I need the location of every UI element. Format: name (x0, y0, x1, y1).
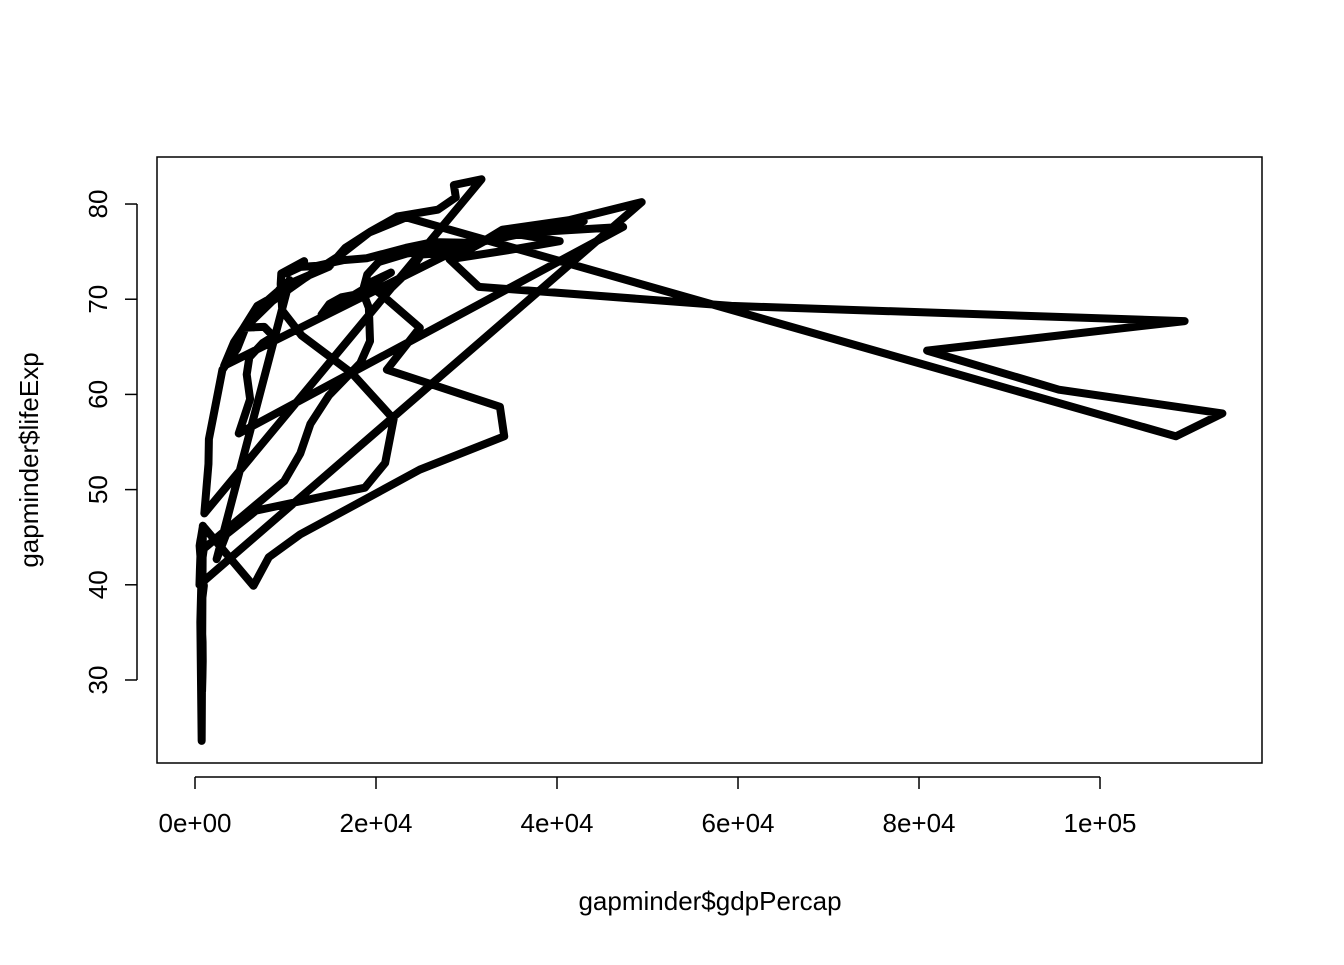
y-tick-label: 40 (83, 570, 113, 599)
x-tick-label: 0e+00 (158, 808, 231, 838)
x-tick-label: 2e+04 (339, 808, 412, 838)
x-tick-label: 6e+04 (701, 808, 774, 838)
plot-frame (156, 156, 1263, 764)
y-tick-label: 30 (83, 666, 113, 695)
x-tick-label: 8e+04 (882, 808, 955, 838)
y-tick-label: 70 (83, 285, 113, 314)
x-axis-label: gapminder$gdpPercap (578, 886, 841, 916)
y-axis-label: gapminder$lifeExp (14, 352, 44, 567)
y-tick-label: 80 (83, 190, 113, 219)
x-tick-label: 1e+05 (1063, 808, 1136, 838)
y-tick-label: 60 (83, 380, 113, 409)
y-tick-label: 50 (83, 475, 113, 504)
data-line (195, 175, 1227, 745)
x-tick-label: 4e+04 (520, 808, 593, 838)
